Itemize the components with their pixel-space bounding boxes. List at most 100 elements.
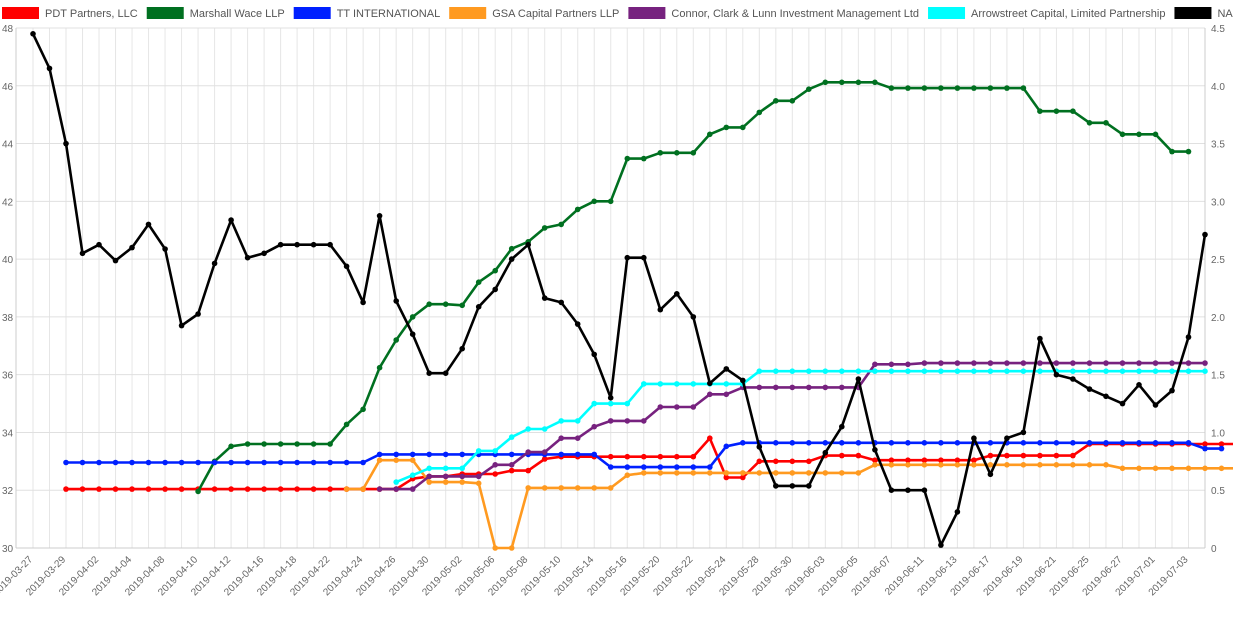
y-axis-left: 30 32 34 36 38 40 42 44 46 48 [2, 24, 14, 555]
data-point [195, 459, 201, 466]
data-point [327, 441, 333, 447]
data-point [393, 479, 400, 485]
data-point [971, 368, 977, 375]
data-point [244, 254, 251, 261]
y-left-tick-label: 38 [2, 313, 14, 324]
data-point [789, 458, 796, 465]
data-point [1169, 148, 1175, 155]
data-point [707, 380, 713, 387]
data-point [277, 441, 284, 447]
data-point [261, 441, 267, 447]
data-point [162, 459, 168, 466]
data-point [756, 470, 763, 476]
data-point [426, 370, 433, 377]
data-point [294, 241, 300, 248]
data-point [162, 486, 168, 492]
data-point [1004, 360, 1010, 366]
data-point [393, 337, 400, 343]
data-point [1103, 360, 1109, 366]
data-point [707, 435, 713, 442]
data-point [723, 366, 730, 372]
data-point [525, 241, 531, 248]
data-point [376, 486, 383, 492]
data-point [607, 464, 614, 470]
data-point [938, 360, 944, 366]
legend-swatch [146, 7, 184, 19]
data-point [79, 459, 86, 466]
y-left-tick-label: 34 [2, 428, 14, 439]
data-point [740, 377, 746, 384]
data-point [921, 487, 928, 494]
data-point [1119, 360, 1126, 366]
data-point [591, 198, 597, 205]
data-point [674, 381, 680, 387]
data-point [310, 459, 317, 466]
data-point [1152, 402, 1159, 408]
data-point [541, 456, 548, 462]
y-right-tick-label: 1.5 [1211, 371, 1225, 382]
data-point [1119, 368, 1126, 375]
data-point [459, 302, 466, 309]
data-point [426, 301, 433, 308]
data-point [839, 470, 845, 476]
data-point [740, 124, 746, 131]
data-point [707, 470, 713, 476]
data-point [624, 464, 631, 470]
data-point [1185, 368, 1192, 375]
data-point [987, 440, 994, 446]
data-point [1070, 452, 1076, 459]
data-point [1202, 231, 1208, 238]
data-point [574, 206, 581, 213]
data-point [641, 418, 647, 424]
data-point [707, 391, 713, 398]
data-point [327, 459, 333, 466]
data-point [921, 368, 928, 375]
data-point [442, 465, 449, 472]
data-point [475, 448, 482, 454]
data-point [442, 301, 449, 308]
data-point [591, 485, 597, 491]
data-point [541, 295, 548, 301]
data-point [1020, 452, 1027, 459]
data-point [789, 98, 796, 104]
data-point [1004, 85, 1010, 91]
data-point [178, 486, 185, 492]
data-point [360, 459, 366, 466]
data-point [987, 462, 994, 468]
data-point [376, 451, 383, 458]
data-point [195, 488, 201, 495]
data-point [145, 459, 152, 466]
data-point [294, 486, 300, 492]
legend-label: NAS [1217, 8, 1233, 20]
data-point [1070, 462, 1076, 468]
data-point [987, 368, 994, 375]
data-point [624, 418, 631, 424]
data-point [690, 381, 697, 387]
data-point [987, 85, 994, 91]
data-point [905, 85, 911, 91]
data-point [574, 451, 581, 458]
data-point [905, 457, 911, 464]
data-point [938, 440, 944, 446]
data-point [426, 465, 433, 472]
data-point [492, 267, 499, 274]
data-point [1152, 465, 1159, 472]
series-marshall-wace-llp [195, 79, 1192, 495]
data-point [442, 479, 449, 485]
legend-swatch [293, 7, 331, 19]
data-point [1218, 465, 1225, 472]
data-point [773, 440, 779, 446]
data-point [1103, 440, 1109, 446]
y-right-tick-label: 0 [1211, 544, 1217, 555]
x-axis: 2019-03-272019-03-292019-04-022019-04-04… [0, 554, 1191, 598]
data-point [607, 198, 614, 205]
data-point [674, 470, 680, 476]
data-point [839, 452, 845, 459]
data-point [872, 462, 878, 468]
data-point [872, 361, 878, 368]
data-point [1070, 368, 1076, 375]
data-point [244, 459, 251, 466]
data-point [971, 435, 977, 442]
data-point [690, 314, 697, 320]
data-point [822, 368, 829, 375]
